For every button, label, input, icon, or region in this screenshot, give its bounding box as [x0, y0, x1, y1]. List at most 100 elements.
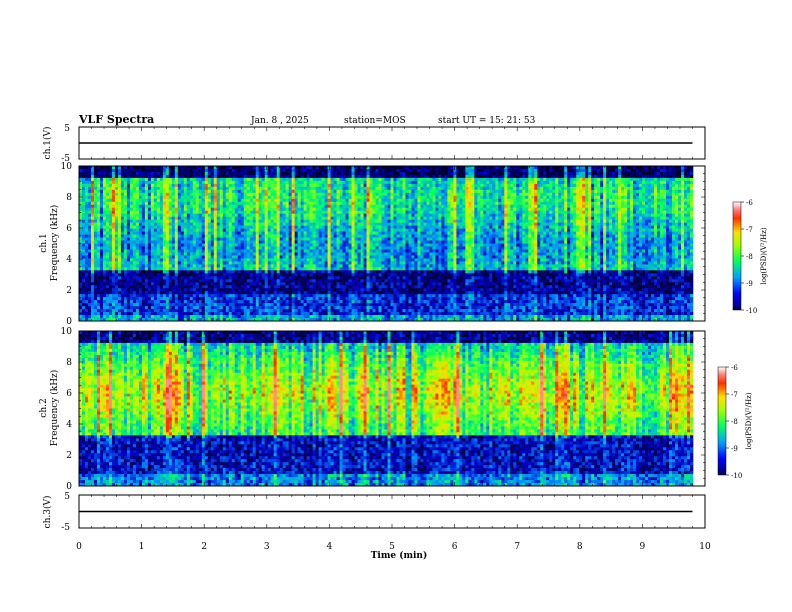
- spectrogram-cell: [297, 312, 301, 316]
- spectrogram-cell: [159, 228, 164, 232]
- spectrogram-cell: [246, 240, 251, 244]
- spectrogram-cell: [219, 273, 224, 277]
- spectrogram-cell: [324, 294, 328, 298]
- spectrogram-cell: [282, 303, 286, 307]
- spectrogram-cell: [261, 189, 265, 194]
- spectrogram-cell: [123, 222, 128, 226]
- spectrogram-cell: [363, 219, 367, 223]
- spectrogram-cell: [249, 240, 254, 244]
- spectrogram-cell: [288, 243, 292, 247]
- spectrogram-cell: [360, 261, 364, 265]
- spectrogram-cell: [261, 267, 265, 271]
- spectrogram-cell: [315, 276, 319, 280]
- spectrogram-cell: [150, 204, 155, 209]
- spectrogram-cell: [234, 192, 239, 197]
- spectrogram-cell: [237, 300, 242, 304]
- spectrogram-cell: [222, 228, 227, 232]
- spectrogram-cell: [159, 186, 164, 191]
- spectrogram-cell: [357, 309, 361, 313]
- spectrogram-cell: [180, 312, 185, 316]
- spectrogram-cell: [252, 186, 257, 191]
- spectrogram-cell: [126, 204, 131, 209]
- spectrogram-cell: [177, 207, 182, 212]
- spectrogram-cell: [324, 318, 328, 322]
- spectrogram-cell: [270, 300, 274, 304]
- spectrogram-cell: [129, 318, 134, 322]
- spectrogram-cell: [126, 303, 131, 307]
- spectrogram-cell: [162, 222, 167, 226]
- spectrogram-cell: [267, 282, 271, 286]
- spectrogram-cell: [204, 237, 209, 241]
- spectrogram-cell: [243, 213, 248, 217]
- spectrogram-cell: [264, 183, 268, 188]
- spectrogram-cell: [168, 237, 173, 241]
- spectrogram-cell: [357, 204, 361, 209]
- spectrogram-cell: [105, 276, 110, 280]
- spectrogram-cell: [288, 192, 292, 197]
- spectrogram-cell: [141, 219, 146, 223]
- spectrogram-cell: [210, 255, 215, 259]
- spectrogram-cell: [327, 198, 331, 203]
- spectrogram-cell: [126, 279, 131, 283]
- spectrogram-cell: [84, 276, 89, 280]
- spectrogram-cell: [204, 294, 209, 298]
- spectrogram-cell: [93, 189, 98, 194]
- spectrogram-cell: [297, 186, 301, 191]
- spectrogram-cell: [306, 252, 310, 256]
- spectrogram-cell: [297, 270, 301, 274]
- spectrogram-cell: [108, 183, 113, 188]
- spectrogram-cell: [144, 210, 149, 214]
- spectrogram-cell: [273, 252, 277, 256]
- spectrogram-cell: [180, 255, 185, 259]
- spectrogram-cell: [138, 300, 143, 304]
- spectrogram-cell: [288, 168, 292, 173]
- spectrogram-cell: [144, 216, 149, 220]
- spectrogram-cell: [174, 303, 179, 307]
- spectrogram-cell: [345, 201, 349, 206]
- spectrogram-cell: [264, 255, 268, 259]
- spectrogram-cell: [82, 174, 86, 179]
- spectrogram-cell: [303, 285, 307, 289]
- spectrogram-cell: [246, 243, 251, 247]
- spectrogram-cell: [126, 207, 131, 212]
- spectrogram-cell: [159, 261, 164, 265]
- spectrogram-cell: [126, 285, 131, 289]
- spectrogram-cell: [144, 255, 149, 259]
- spectrogram-cell: [234, 225, 239, 229]
- spectrogram-cell: [183, 264, 188, 268]
- spectrogram-cell: [213, 279, 218, 283]
- spectrogram-cell: [240, 285, 245, 289]
- spectrogram-cell: [333, 171, 337, 176]
- spectrogram-cell: [126, 270, 131, 274]
- spectrogram-cell: [282, 213, 286, 217]
- spectrogram-cell: [237, 216, 242, 220]
- spectrogram-cell: [210, 225, 215, 229]
- spectrogram-cell: [279, 231, 283, 235]
- spectrogram-cell: [327, 195, 331, 200]
- spectrogram-cell: [300, 306, 304, 310]
- spectrogram-cell: [180, 297, 185, 301]
- spectrogram-cell: [144, 180, 149, 185]
- spectrogram-cell: [291, 213, 295, 217]
- spectrogram-cell: [204, 252, 209, 256]
- spectrogram-cell: [345, 252, 349, 256]
- spectrogram-cell: [147, 273, 152, 277]
- spectrogram-cell: [171, 258, 176, 262]
- spectrogram-cell: [342, 282, 346, 286]
- spectrogram-cell: [129, 240, 134, 244]
- spectrogram-cell: [198, 171, 203, 176]
- spectrogram-cell: [204, 228, 209, 232]
- spectrogram-cell: [240, 219, 245, 223]
- spectrogram-cell: [315, 246, 319, 250]
- spectrogram-cell: [270, 291, 274, 295]
- spectrogram-cell: [297, 195, 301, 200]
- spectrogram-cell: [348, 315, 352, 319]
- spectrogram-cell: [105, 303, 110, 307]
- spectrogram-cell: [138, 291, 143, 295]
- spectrogram-cell: [237, 285, 242, 289]
- spectrogram-cell: [147, 189, 152, 194]
- spectrogram-cell: [318, 231, 322, 235]
- spectrogram-cell: [186, 213, 191, 217]
- spectrogram-cell: [231, 183, 236, 188]
- start-time-label: start UT = 15: 21: 53: [438, 116, 536, 126]
